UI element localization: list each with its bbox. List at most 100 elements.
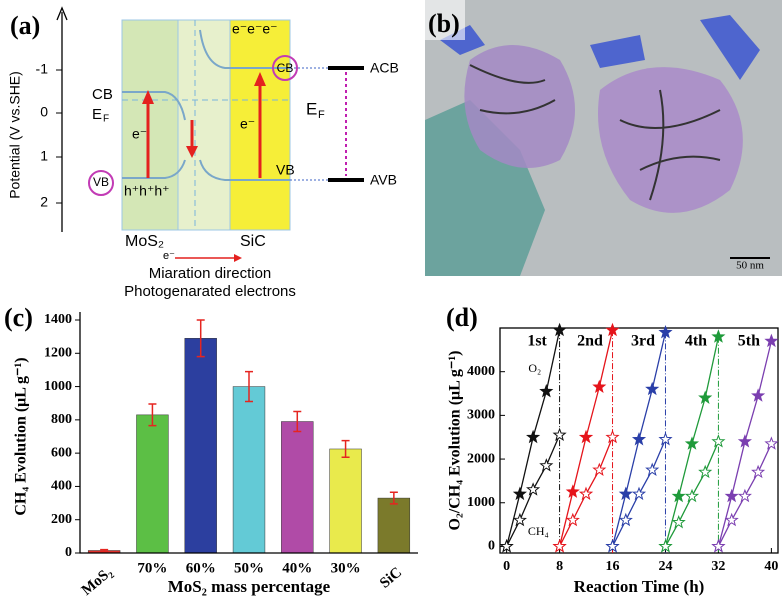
run-label: 5th (738, 333, 760, 350)
y-tick-label: 200 (51, 512, 72, 527)
x-tick-label: 30% (331, 560, 361, 576)
star-marker (527, 431, 538, 442)
star-marker (766, 438, 777, 449)
x-tick-label: 16 (606, 559, 620, 574)
band-label: VB (276, 162, 295, 178)
y-tick-label: 1400 (44, 312, 72, 327)
star-marker (514, 514, 525, 525)
x-tick-label: 70% (137, 560, 167, 576)
x-tick-label: 60% (186, 560, 216, 576)
star-marker (633, 433, 644, 444)
interface-region (178, 20, 230, 230)
y-tick-label: 3000 (467, 408, 495, 423)
star-marker (620, 488, 631, 499)
bar (136, 415, 168, 553)
x-tick-label: MoS₂ (79, 564, 116, 599)
bar (281, 422, 313, 553)
star-marker (673, 516, 684, 527)
scale-bar: 50 nm (736, 260, 764, 272)
caption: Miaration direction (149, 265, 272, 282)
annotation: O₂ (528, 361, 541, 375)
star-marker (713, 436, 724, 447)
star-marker (647, 383, 658, 394)
y-axis-label: CH₄ Evolution (μL g⁻¹) (13, 357, 30, 515)
y-tick-label: 800 (51, 412, 72, 427)
band-label: ACB (370, 60, 399, 76)
x-axis-label: MoS₂ mass percentage (168, 577, 331, 596)
band-label: CB (277, 61, 294, 75)
y-tick-label: 600 (51, 445, 72, 460)
band-label: E (306, 99, 317, 118)
holes: h⁺h⁺h⁺ (124, 183, 170, 199)
x-tick-label: 40 (764, 559, 778, 574)
band-label: F (318, 109, 325, 121)
star-marker (739, 490, 750, 501)
panel-b: (b) 50 nm (425, 0, 782, 276)
run-label: 4th (685, 333, 707, 350)
panel-label: (d) (446, 303, 478, 332)
star-marker (567, 514, 578, 525)
y-tick-label: 4000 (467, 364, 495, 379)
star-marker (726, 514, 737, 525)
y-axis-label: O₂/CH₄ Evolution (μL g⁻¹) (447, 351, 464, 531)
electron: e⁻ (163, 250, 175, 262)
panel-a: (a) -1 0 1 2 Potential (V vs.SHE) CB E F… (7, 8, 399, 300)
star-marker (752, 466, 763, 477)
x-tick-label: 40% (282, 560, 312, 576)
star-marker (766, 335, 777, 346)
star-marker (686, 490, 698, 501)
panel-label: (c) (4, 303, 33, 332)
tick-label: -1 (36, 61, 49, 77)
run-label: 3rd (631, 333, 655, 350)
material: SiC (240, 233, 266, 250)
band-label: CB (92, 86, 113, 103)
x-tick-label: 24 (658, 559, 672, 574)
star-marker (514, 488, 525, 499)
y-tick-label: 400 (51, 479, 72, 494)
star-marker (594, 381, 605, 392)
star-marker (620, 514, 631, 525)
star-marker (633, 488, 644, 499)
y-tick-label: 1200 (44, 346, 72, 361)
band-label: VB (93, 175, 109, 189)
run-label: 1st (527, 333, 547, 350)
star-marker (673, 490, 684, 501)
panel-label: (b) (428, 9, 460, 38)
star-marker (567, 486, 578, 497)
y-tick-label: 1000 (44, 379, 72, 394)
bar (378, 498, 410, 553)
tick-label: 1 (40, 148, 48, 164)
annotation: CH₄ (528, 524, 549, 538)
caption: Photogenarated electrons (124, 283, 296, 300)
star-marker (580, 431, 592, 442)
panel-label: (a) (10, 11, 40, 40)
axis-label: Potential (V vs.SHE) (7, 71, 23, 199)
electrons: e⁻e⁻e⁻ (232, 21, 278, 37)
x-tick-label: 0 (503, 559, 510, 574)
star-marker (686, 438, 698, 449)
band-label: E (92, 106, 102, 123)
star-marker (541, 385, 552, 396)
star-marker (700, 466, 711, 477)
y-tick-label: 1000 (467, 495, 495, 510)
tick-label: 2 (40, 194, 48, 210)
star-marker (726, 490, 737, 501)
x-tick-label: SiC (377, 564, 405, 591)
star-marker (739, 436, 750, 447)
star-marker (700, 392, 711, 403)
run-label: 2nd (577, 333, 603, 350)
x-tick-label: 50% (234, 560, 264, 576)
star-marker (554, 429, 565, 440)
bar (233, 387, 265, 553)
electron: e⁻ (240, 116, 255, 132)
bar (330, 449, 362, 553)
star-marker (594, 464, 605, 475)
star-marker (647, 464, 658, 475)
x-tick-label: 8 (556, 559, 563, 574)
x-tick-label: 32 (711, 559, 725, 574)
star-marker (527, 484, 538, 495)
electron: e⁻ (132, 126, 147, 142)
star-marker (752, 390, 763, 401)
y-tick-label: 0 (65, 545, 72, 560)
tick-label: 0 (40, 104, 48, 120)
